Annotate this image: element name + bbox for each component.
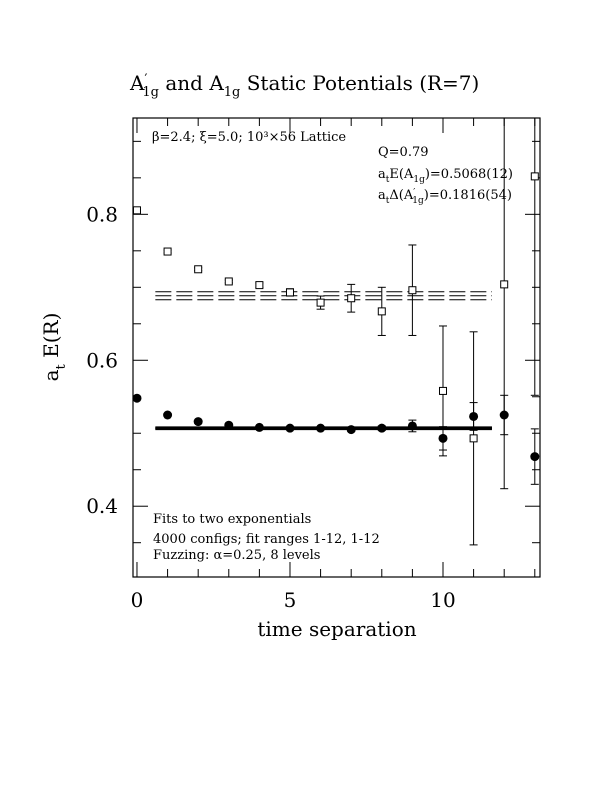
x-tick-label: 5 xyxy=(284,588,297,612)
ann-part: E(A xyxy=(389,167,414,182)
ann-part: )=0.1816(54) xyxy=(424,188,512,203)
annotation: β=2.4; ξ=5.0; 10³×56 Lattice xyxy=(152,130,346,145)
title-part: 1g xyxy=(142,85,159,100)
point xyxy=(408,286,417,295)
point xyxy=(469,434,478,443)
y-tick-label: 0.6 xyxy=(86,348,118,372)
ylabel-part: E(R) xyxy=(39,313,63,365)
y-axis-label: at E(R) xyxy=(39,313,69,382)
annotation: 4000 configs; fit ranges 1-12, 1-12 xyxy=(153,532,380,547)
title-part: Static Potentials (R=7) xyxy=(240,71,479,95)
ylabel-part: a xyxy=(39,369,63,381)
ann-part: a xyxy=(378,167,386,182)
point xyxy=(438,433,448,443)
point xyxy=(163,410,173,420)
x-tick-label: 0 xyxy=(131,588,144,612)
point xyxy=(316,298,325,307)
title-part: A xyxy=(129,71,145,95)
point xyxy=(469,411,479,421)
point xyxy=(224,420,234,430)
ann-part: )=0.5068(12) xyxy=(425,167,513,182)
point xyxy=(285,423,295,433)
point xyxy=(224,277,233,286)
point xyxy=(438,386,447,395)
point xyxy=(377,307,386,316)
point xyxy=(254,422,264,432)
ann-part: ′ xyxy=(413,188,415,198)
point xyxy=(407,421,417,431)
point xyxy=(255,281,264,290)
ann-part: t xyxy=(386,175,390,185)
title-part: and A xyxy=(159,71,224,95)
title-part: 1g xyxy=(224,85,241,100)
point xyxy=(346,425,356,435)
point xyxy=(132,206,141,215)
ann-part: a xyxy=(378,188,386,203)
point xyxy=(377,423,387,433)
x-axis-label: time separation xyxy=(257,617,416,641)
ann-part: t xyxy=(386,196,390,206)
annotation: Fits to two exponentials xyxy=(153,512,311,527)
annotation: atΔ(A′ 1g)=0.1816(54) xyxy=(378,188,512,206)
point xyxy=(500,280,509,289)
point xyxy=(530,172,539,181)
annotation: Q=0.79 xyxy=(378,145,429,160)
point xyxy=(163,247,172,256)
ann-part: Δ(A xyxy=(389,188,413,203)
ylabel-part: t xyxy=(54,363,69,369)
point xyxy=(316,423,326,433)
point xyxy=(285,288,294,297)
point xyxy=(499,410,509,420)
plot-frame xyxy=(132,117,541,578)
ann-part: 1g xyxy=(413,175,425,185)
point xyxy=(347,294,356,303)
point xyxy=(530,452,540,462)
annotation: Fuzzing: α=0.25, 8 levels xyxy=(153,548,320,563)
point xyxy=(193,417,203,427)
x-tick-label: 10 xyxy=(430,588,455,612)
y-tick-label: 0.4 xyxy=(86,494,118,518)
ann-part: 1g xyxy=(412,196,424,206)
title-part: ′ xyxy=(144,72,147,87)
point xyxy=(132,393,142,403)
point xyxy=(194,265,203,274)
y-tick-label: 0.8 xyxy=(86,202,118,226)
chart-title: A′ 1g and A1g Static Potentials (R=7) xyxy=(129,71,479,100)
annotation: atE(A1g)=0.5068(12) xyxy=(378,167,513,185)
